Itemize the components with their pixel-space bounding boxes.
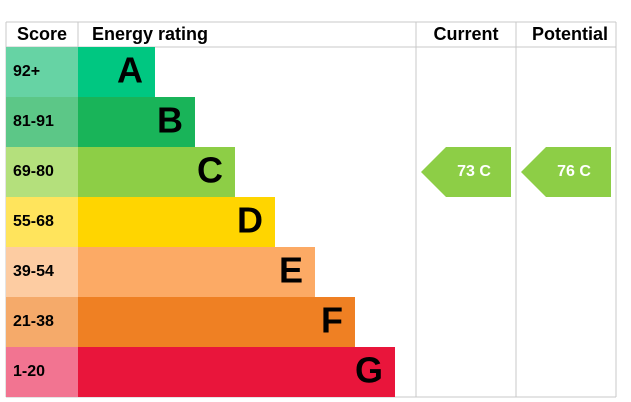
header-rating: Energy rating — [92, 24, 208, 44]
score-label: 21-38 — [13, 313, 54, 330]
rating-letter: C — [197, 150, 223, 191]
score-cell — [6, 297, 78, 347]
rating-bar — [78, 247, 315, 297]
score-label: 81-91 — [13, 113, 54, 130]
potential-arrow — [521, 147, 611, 197]
score-cell — [6, 147, 78, 197]
rating-letter: A — [117, 50, 143, 91]
potential-label: 76 C — [557, 163, 591, 180]
score-cell — [6, 197, 78, 247]
rating-letter: E — [279, 250, 303, 291]
rating-bar — [78, 97, 195, 147]
score-label: 39-54 — [13, 263, 54, 280]
score-label: 55-68 — [13, 213, 54, 230]
rating-letter: D — [237, 200, 263, 241]
header-potential: Potential — [532, 24, 608, 44]
rating-letter: F — [321, 300, 343, 341]
score-cell — [6, 247, 78, 297]
header-score: Score — [17, 24, 67, 44]
rating-bar — [78, 47, 155, 97]
header-current: Current — [433, 24, 498, 44]
rating-bar — [78, 297, 355, 347]
rating-bar — [78, 347, 395, 397]
score-cell — [6, 347, 78, 397]
current-arrow — [421, 147, 511, 197]
score-label: 1-20 — [13, 363, 45, 380]
rating-letter: B — [157, 100, 183, 141]
score-cell — [6, 97, 78, 147]
rating-letter: G — [355, 350, 383, 391]
score-cell — [6, 47, 78, 97]
current-label: 73 C — [457, 163, 491, 180]
rating-bar — [78, 197, 275, 247]
score-label: 69-80 — [13, 163, 54, 180]
score-label: 92+ — [13, 63, 40, 80]
rating-bar — [78, 147, 235, 197]
